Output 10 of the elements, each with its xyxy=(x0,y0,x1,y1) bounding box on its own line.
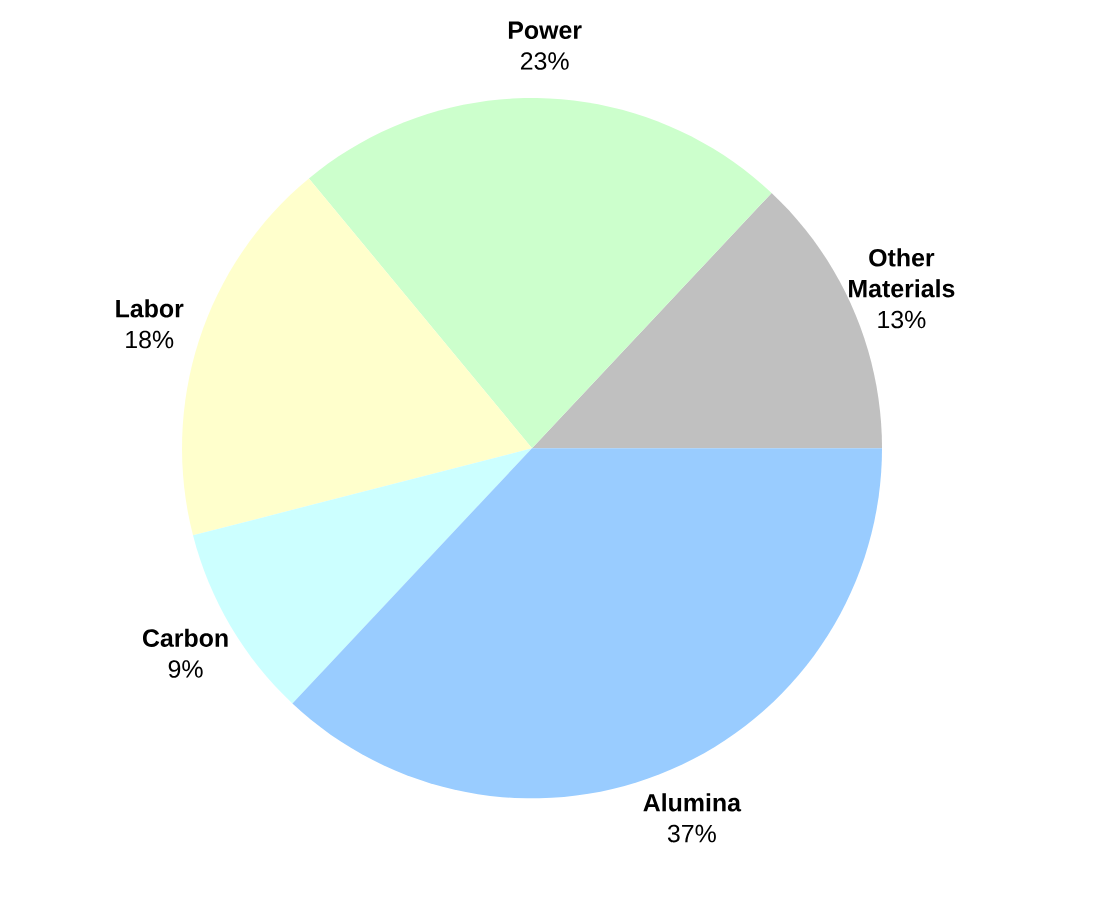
slice-label: Power xyxy=(508,21,582,39)
data-label: 37% xyxy=(667,824,716,843)
slice-label: Alumina xyxy=(643,793,742,812)
slice-label: Carbon xyxy=(142,628,228,647)
slice-label: Labor xyxy=(116,299,184,318)
data-label: 23% xyxy=(520,52,569,70)
data-label: 18% xyxy=(126,330,174,349)
data-label: 9% xyxy=(168,660,203,678)
data-label: 13% xyxy=(878,310,926,329)
slice-label: Other Materials xyxy=(849,248,955,298)
